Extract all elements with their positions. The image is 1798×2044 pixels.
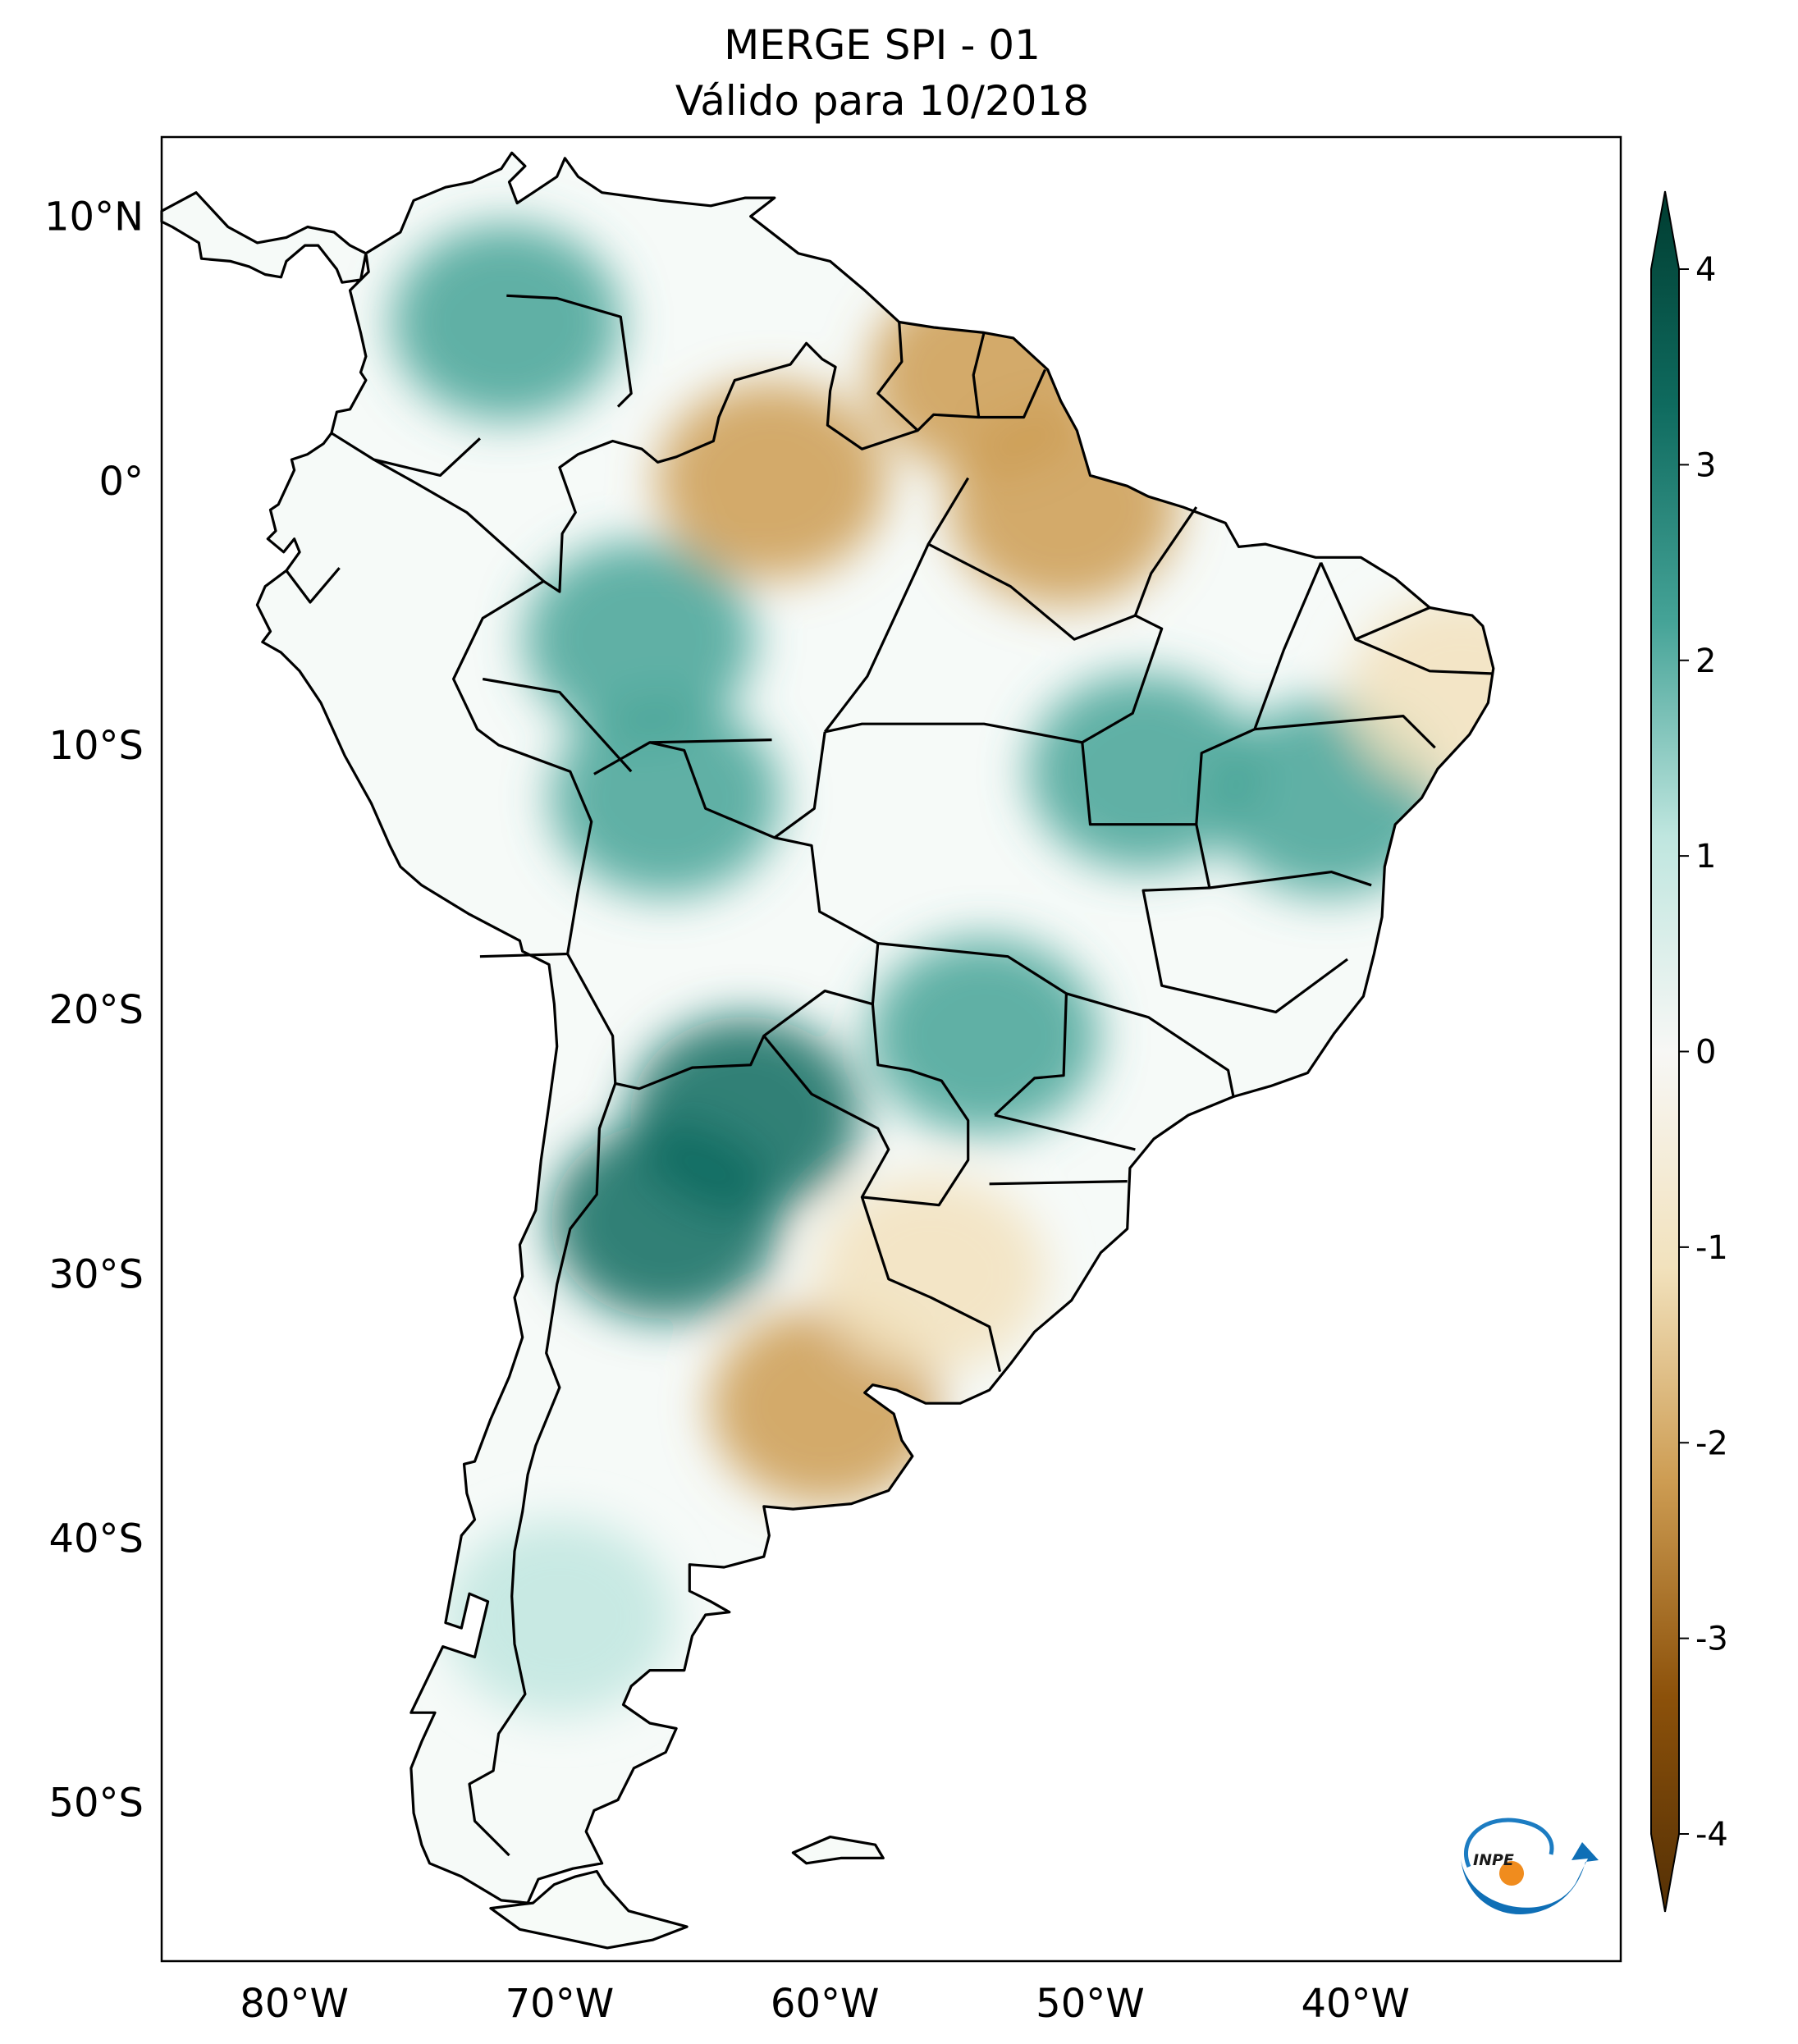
- colorbar-tick-label: 2: [1695, 642, 1716, 680]
- logo-orbit-icon: [1463, 1818, 1554, 1868]
- border-line-6: [373, 458, 545, 583]
- island-tierra-del-fuego: [489, 1869, 689, 1950]
- lon-tick-label: 40°W: [1301, 1981, 1410, 2027]
- logo-text: INPE: [1473, 1851, 1514, 1869]
- lon-tick-label: 50°W: [1036, 1981, 1145, 2027]
- wet-patch-5: [869, 937, 1100, 1135]
- border-line-3: [762, 1004, 970, 1207]
- colorbar-tick-label: -2: [1695, 1424, 1728, 1462]
- spi-anomaly-patches: [391, 223, 1494, 1717]
- logo-arrow-icon: [1461, 1842, 1599, 1915]
- island-falklands: [791, 1836, 885, 1865]
- colorbar-tick-label: -3: [1695, 1621, 1728, 1658]
- dry-patch-0: [657, 382, 887, 579]
- map-frame: [160, 135, 1622, 1963]
- colorbar: 4 3 2 1 0 -1 -2 -3 -4: [1650, 190, 1728, 1913]
- dry-patch-5: [1347, 593, 1494, 791]
- lat-tick-label: 50°S: [48, 1781, 144, 1827]
- colorbar-tick-label: 3: [1695, 446, 1716, 484]
- wet-patch-2: [551, 699, 781, 897]
- latitude-axis: 10°N 0° 10°S 20°S 30°S 40°S 50°S: [44, 194, 144, 1827]
- border-line-20: [1254, 715, 1436, 749]
- continent-coastline: [160, 151, 1495, 1905]
- border-line-17: [1081, 562, 1323, 826]
- border-line-2: [468, 1082, 617, 1857]
- border-line-8: [506, 294, 633, 408]
- lat-tick-label: 30°S: [48, 1251, 144, 1297]
- colorbar-tick-label: 0: [1695, 1034, 1716, 1072]
- lat-tick-label: 20°S: [48, 987, 144, 1033]
- longitude-axis: 80°W 70°W 60°W 50°W 40°W: [240, 1981, 1410, 2027]
- border-line-26: [482, 677, 633, 773]
- border-line-12: [773, 731, 826, 839]
- border-line-13: [877, 942, 1235, 1097]
- border-line-19: [1209, 871, 1372, 889]
- border-line-7: [285, 567, 341, 604]
- lat-tick-label: 10°N: [44, 194, 144, 240]
- map-title-line1: MERGE SPI - 01: [724, 21, 1041, 69]
- wet-patch-8: [444, 1519, 675, 1717]
- inpe-logo: INPE: [1461, 1818, 1599, 1915]
- border-line-21: [1320, 562, 1494, 675]
- political-borders: [285, 294, 1494, 1857]
- border-line-23: [926, 477, 1136, 641]
- wet-patch-1: [524, 541, 754, 738]
- map-title-line2: Válido para 10/2018: [675, 77, 1089, 125]
- wet-patch-6: [1028, 673, 1259, 871]
- lat-tick-label: 40°S: [48, 1516, 144, 1562]
- lat-tick-label: 0°: [98, 459, 144, 505]
- dry-patch-4: [816, 1175, 1046, 1373]
- islands: [489, 1836, 885, 1950]
- colorbar-tick-label: 4: [1695, 251, 1716, 289]
- border-line-25: [649, 738, 772, 744]
- colorbar-body: [1650, 190, 1680, 1913]
- border-line-4: [860, 1196, 1002, 1372]
- lon-tick-label: 60°W: [771, 1981, 880, 2027]
- border-line-14: [994, 993, 1068, 1117]
- colorbar-ticks: 4 3 2 1 0 -1 -2 -3 -4: [1679, 251, 1728, 1854]
- border-line-15: [994, 1113, 1136, 1151]
- lat-tick-label: 10°S: [48, 723, 144, 769]
- wet-patch-0: [391, 223, 622, 421]
- lon-tick-label: 70°W: [506, 1981, 615, 2027]
- colorbar-tick-label: -4: [1695, 1816, 1728, 1854]
- border-line-22: [1355, 606, 1430, 641]
- lon-tick-label: 80°W: [240, 1981, 349, 2027]
- border-line-5: [331, 432, 481, 477]
- border-line-10: [972, 332, 986, 418]
- colorbar-tick-label: -1: [1695, 1229, 1728, 1267]
- border-line-0: [452, 341, 1046, 958]
- border-line-24: [823, 543, 930, 733]
- border-line-16: [989, 1180, 1128, 1186]
- logo-sun-icon: [1499, 1861, 1524, 1886]
- wet-patch-4: [551, 1122, 781, 1319]
- colorbar-tick-label: 1: [1695, 838, 1716, 876]
- border-line-11: [824, 506, 1198, 744]
- border-line-18: [1141, 824, 1348, 1013]
- border-line-9: [876, 322, 919, 432]
- map-area: [160, 135, 1622, 1963]
